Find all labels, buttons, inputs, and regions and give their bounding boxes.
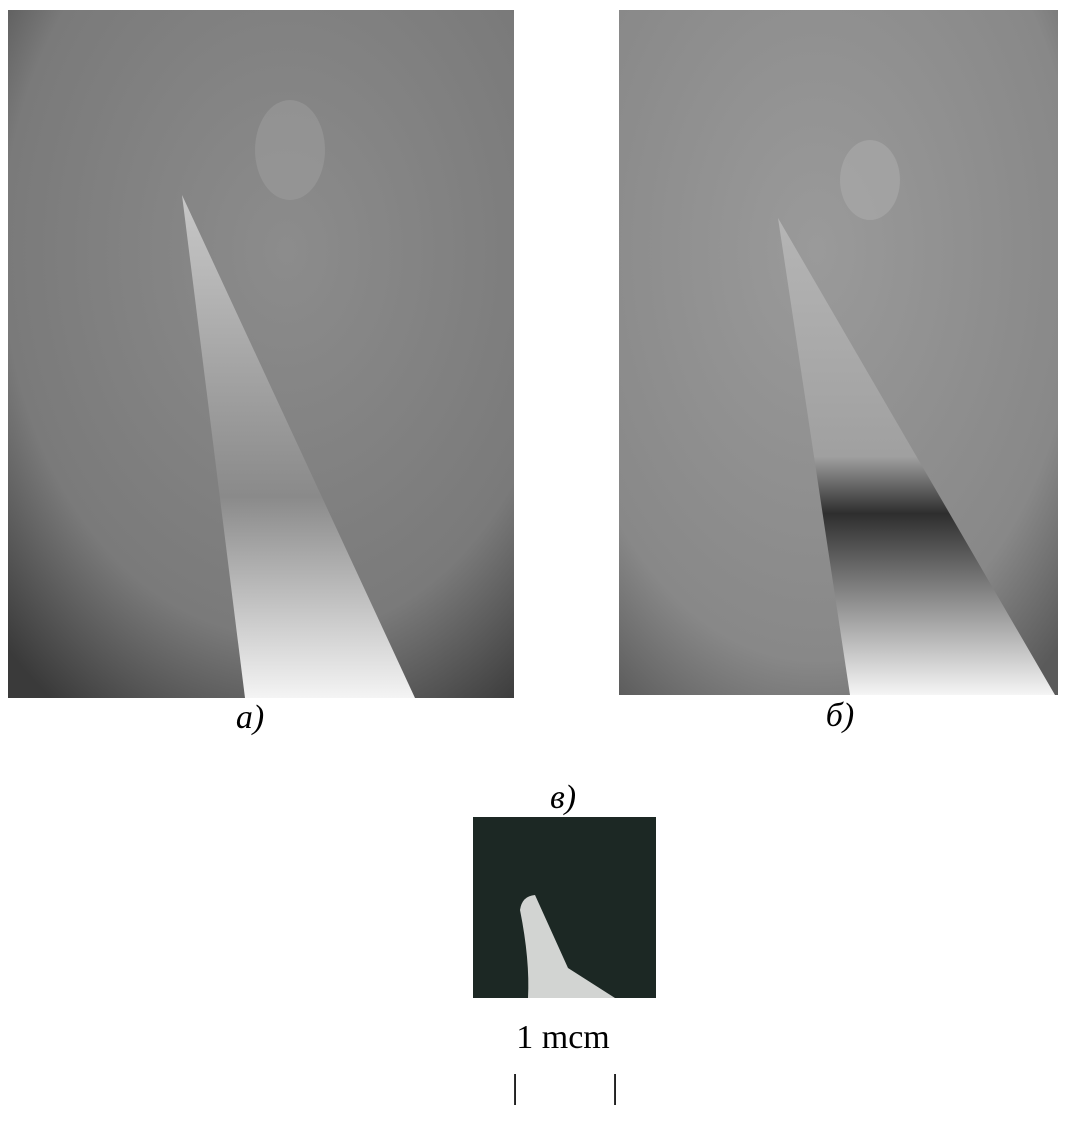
figure: а) б) в) 1 mcm | | bbox=[0, 0, 1066, 1129]
panel-label: в) bbox=[550, 779, 576, 816]
photo-b bbox=[619, 10, 1058, 695]
photo-c bbox=[473, 817, 656, 998]
photo-a bbox=[8, 10, 514, 698]
panel-label: а) bbox=[236, 699, 264, 736]
scale-mark: | bbox=[512, 1069, 519, 1106]
scale-label: 1 mcm bbox=[516, 1019, 609, 1056]
scale-mark: | bbox=[612, 1069, 619, 1106]
panel-label: б) bbox=[826, 697, 854, 734]
